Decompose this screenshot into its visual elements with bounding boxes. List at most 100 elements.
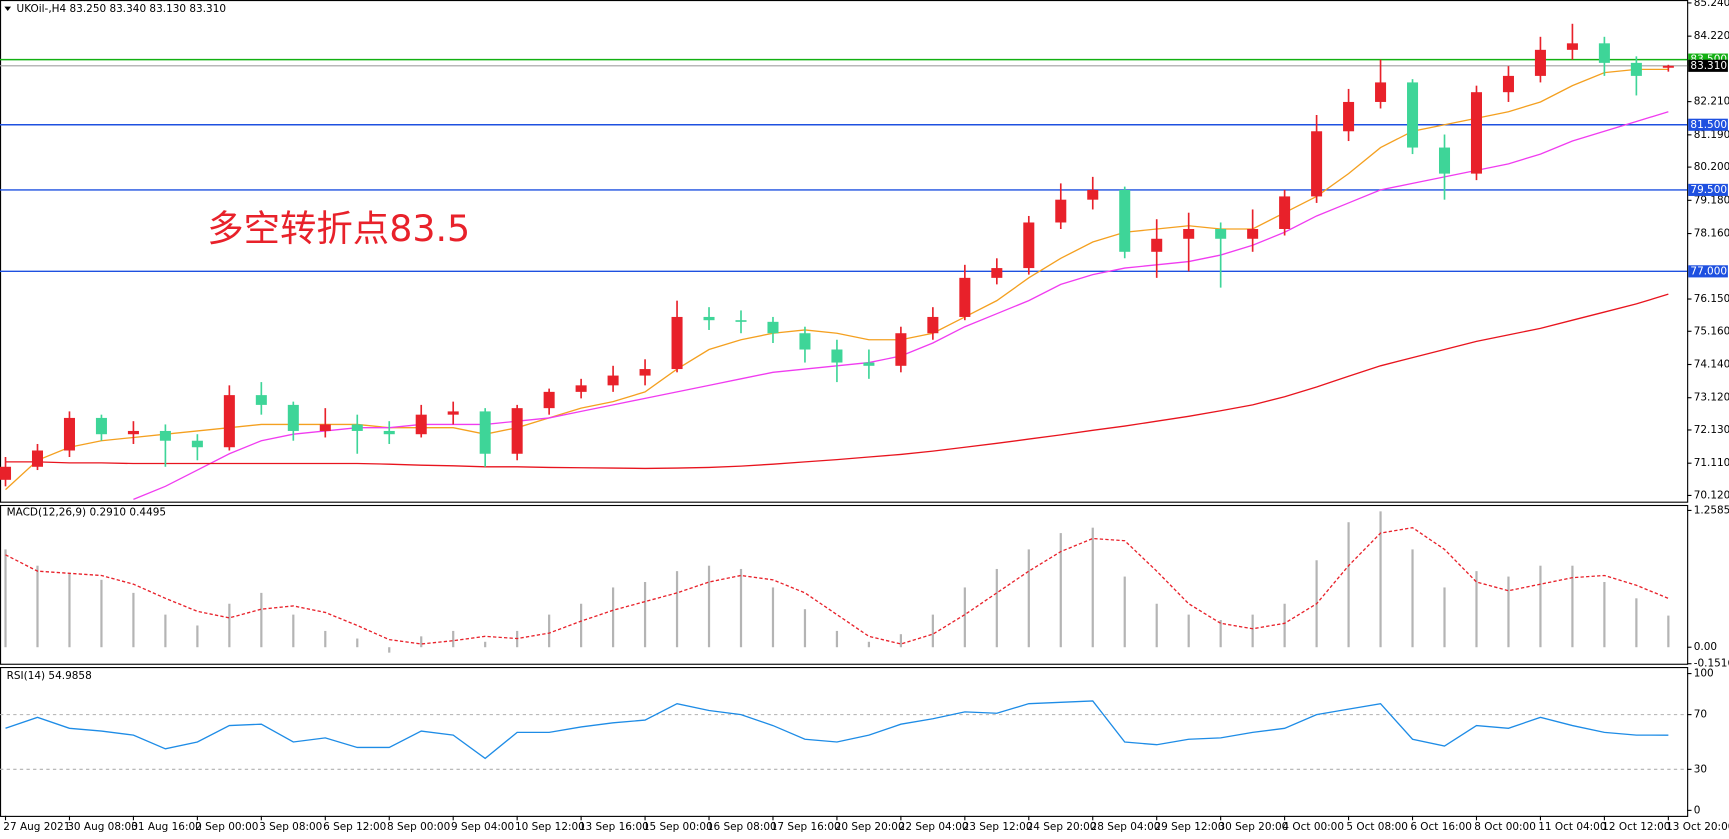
macd-bar: [867, 641, 871, 648]
candle-body: [255, 395, 267, 405]
x-tick-label: 3 Sep 08:00: [259, 821, 322, 833]
x-tick-label: 8 Oct 00:00: [1474, 821, 1536, 833]
y-tick-label: 75.160: [1694, 325, 1729, 337]
macd-bar: [260, 592, 263, 648]
macd-bar: [1635, 598, 1638, 648]
candle-body: [159, 430, 171, 441]
x-tick-label: 2 Sep 00:00: [195, 821, 258, 833]
macd-bar: [1251, 614, 1254, 648]
candle-body: [991, 268, 1003, 278]
candle-body: [1502, 75, 1514, 93]
x-tick-label: 20 Sep 20:00: [835, 821, 905, 833]
candle-body: [1119, 189, 1131, 252]
macd-bar: [388, 647, 391, 653]
y-tick-label: 85.240: [1694, 0, 1729, 9]
candle-body: [1247, 228, 1259, 239]
rsi-panel: [0, 667, 1689, 817]
candle-body: [1151, 238, 1163, 252]
macd-bar: [100, 579, 103, 648]
x-tick-label: 16 Sep 08:00: [707, 821, 777, 833]
x-tick-label: 28 Sep 04:00: [1091, 821, 1161, 833]
y-tick-label: 78.160: [1694, 228, 1729, 240]
candle-body: [1311, 131, 1323, 197]
moving-average: [5, 68, 1669, 491]
candle-body: [63, 417, 75, 451]
macd-bar: [1091, 527, 1094, 648]
x-tick-label: 12 Oct 12:00: [1602, 821, 1670, 833]
x-tick-label: 13 Oct 20:00: [1666, 821, 1729, 833]
chart-title: UKOil-,H4 83.250 83.340 83.130 83.310: [17, 3, 227, 15]
candle-body: [319, 424, 331, 431]
macd-bar: [484, 641, 487, 648]
y-tick-label: 71.110: [1694, 457, 1729, 469]
macd-bar: [1475, 571, 1478, 648]
candle-body: [1087, 189, 1099, 200]
macd-bar: [1347, 522, 1350, 648]
candle-body: [543, 391, 555, 409]
candle-body: [831, 349, 843, 363]
x-tick-label: 8 Sep 00:00: [387, 821, 450, 833]
macd-bar: [739, 568, 743, 648]
candle-body: [703, 316, 715, 321]
x-tick-label: 6 Sep 12:00: [323, 821, 386, 833]
macd-title: MACD(12,26,9) 0.2910 0.4495: [7, 507, 166, 519]
macd-bar: [835, 630, 839, 648]
y-tick-label: 81.190: [1694, 129, 1729, 141]
macd-bar: [164, 614, 167, 648]
macd-bar: [1443, 587, 1446, 648]
candle-body: [95, 417, 107, 435]
macd-bar: [1283, 603, 1286, 648]
macd-bar: [580, 603, 583, 648]
macd-bar: [643, 582, 647, 648]
moving-average: [5, 293, 1669, 470]
level-label-box: [1688, 118, 1728, 131]
macd-bar: [1155, 603, 1158, 648]
macd-bar: [1219, 620, 1222, 648]
y-tick-label: -0.1516: [1694, 658, 1729, 670]
macd-bar: [931, 614, 934, 648]
rsi-line: [5, 700, 1669, 760]
macd-bar: [1027, 549, 1030, 648]
macd-bar: [68, 573, 71, 648]
x-tick-label: 24 Sep 20:00: [1027, 821, 1097, 833]
y-tick-label: 70: [1694, 709, 1707, 721]
macd-bar: [420, 636, 423, 648]
y-tick-label: 73.120: [1694, 392, 1729, 404]
menu-arrow[interactable]: [4, 6, 12, 12]
y-tick-label: 0.00: [1694, 641, 1717, 653]
candle-body: [1630, 62, 1642, 76]
macd-bar: [963, 587, 966, 648]
candle-body: [1662, 65, 1674, 68]
candle-body: [1598, 43, 1610, 63]
x-tick-label: 23 Sep 12:00: [963, 821, 1033, 833]
candle-body: [447, 411, 459, 415]
level-label-box: [1688, 265, 1728, 278]
level-label: 77.000: [1690, 265, 1727, 277]
candle-body: [1055, 199, 1067, 223]
candle-body: [1407, 82, 1419, 148]
candle-body: [1534, 49, 1546, 76]
x-tick-label: 31 Aug 16:00: [131, 821, 202, 833]
x-tick-label: 13 Sep 16:00: [579, 821, 649, 833]
macd-bar: [1603, 582, 1606, 648]
candle-body: [0, 466, 12, 480]
candle-body: [223, 395, 235, 448]
candle-body: [1375, 82, 1387, 102]
y-tick-label: 70.120: [1694, 489, 1729, 501]
x-tick-label: 11 Oct 04:00: [1538, 821, 1606, 833]
candle-body: [959, 277, 971, 317]
macd-panel: [0, 504, 1689, 665]
level-label: 83.500: [1690, 54, 1727, 66]
y-tick-label: 100: [1694, 668, 1714, 680]
candle-body: [1438, 147, 1451, 174]
candle-body: [415, 414, 427, 435]
macd-bar: [1571, 565, 1574, 648]
macd-bar: [611, 587, 615, 648]
signal-line: [5, 526, 1669, 645]
candle-body: [31, 450, 44, 467]
x-tick-label: 29 Sep 12:00: [1155, 821, 1225, 833]
rsi-title: RSI(14) 54.9858: [7, 670, 92, 682]
y-tick-label: 74.140: [1694, 359, 1729, 371]
